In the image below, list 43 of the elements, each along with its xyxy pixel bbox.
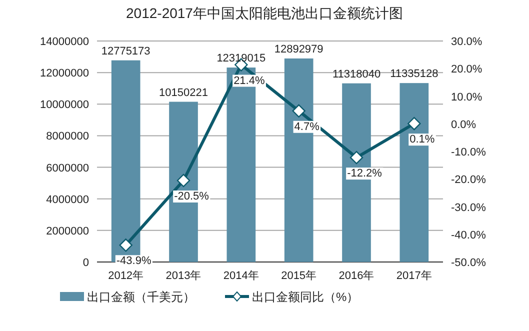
point (119, 238, 132, 252)
y-tick-label: 0 (82, 257, 89, 269)
y2-tick-label: -40.0% (451, 229, 486, 242)
x-tick-label: 2014年 (223, 270, 259, 282)
data-label: -20.5% (174, 190, 210, 203)
x-tick-label: 2013年 (166, 270, 202, 282)
data-label: 11335128 (390, 68, 438, 80)
point (176, 174, 190, 188)
y2-tick-label: -30.0% (451, 202, 486, 214)
point (292, 104, 306, 118)
data-label: 4.7% (294, 120, 320, 133)
y2-tick-label: -20.0% (451, 174, 486, 186)
y-tick-label: 6000000 (46, 162, 89, 174)
data-label: 12892979 (274, 43, 324, 56)
data-label: 12319015 (216, 52, 266, 65)
y2-tick-label: 20.0% (451, 64, 482, 76)
y2-tick-label: 0.0% (451, 118, 476, 131)
legend-label: 出口金额（千美元） (87, 290, 195, 304)
title: 2012-2017年中国太阳能电池出口金额统计图 (126, 5, 403, 21)
data-label: 0.1% (410, 134, 435, 146)
data-label: 21.4% (234, 74, 265, 87)
legend-label: 出口金额同比（%） (252, 290, 359, 304)
x-tick-label: 2016年 (338, 270, 374, 282)
y-tick-label: 14000000 (40, 36, 89, 48)
y-tick-label: 12000000 (40, 68, 89, 80)
y2-tick-label: -10.0% (451, 146, 486, 158)
y2-tick-label: 30.0% (451, 36, 482, 48)
data-label: -43.9% (116, 255, 152, 268)
x-tick-label: 2015年 (281, 270, 317, 282)
x-tick-label: 2017年 (396, 270, 432, 282)
point (350, 150, 364, 164)
data-label: -12.2% (347, 168, 382, 180)
data-label: 10150221 (159, 86, 208, 99)
y-tick-label: 8000000 (46, 130, 89, 143)
y-tick-label: 10000000 (40, 99, 89, 112)
x-tick-label: 2012年 (108, 270, 144, 282)
y-tick-label: 4000000 (46, 194, 89, 206)
data-label: 12775173 (101, 45, 150, 58)
data-label: 11318040 (332, 68, 381, 80)
y2-tick-label: -50.0% (451, 257, 486, 269)
point (408, 117, 421, 130)
y2-tick-label: 10.0% (451, 91, 482, 104)
y-tick-label: 2000000 (46, 225, 89, 238)
